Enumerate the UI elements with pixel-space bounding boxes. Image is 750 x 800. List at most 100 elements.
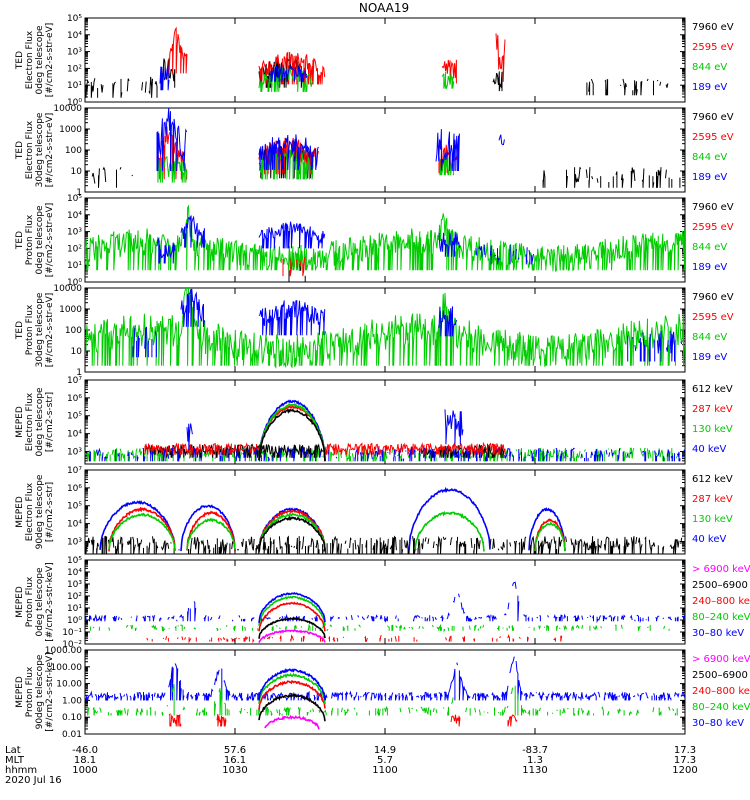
series-line-240-800-kev (507, 714, 518, 727)
x-tick-label-lat: 17.3 (674, 745, 696, 756)
x-tick-label-mlt: 16.1 (224, 755, 246, 766)
panel-3: 10⁰ 10¹ 10² 10³ 10⁴ 10⁵ TEDProton Flux0deg tel… (15, 194, 734, 288)
y-tick-label: 10.00 (56, 680, 82, 690)
series-group (85, 399, 685, 462)
y-axis-label-line: TED (15, 51, 25, 70)
series-line-189-ev (258, 134, 319, 170)
legend-entry: 189 eV (692, 82, 727, 93)
series-line-40-kev-dome5 (528, 506, 566, 552)
legend-entry: 30–80 keV (692, 628, 744, 639)
y-axis-label-line: Proton Flux (25, 304, 35, 355)
legend-entry: 30–80 keV (692, 718, 744, 729)
y-tick-label: 1 (76, 188, 82, 198)
legend-entry: 40 keV (692, 534, 726, 545)
x-tick-label-mlt: 1.3 (527, 755, 543, 766)
legend-entry: 2595 eV (692, 132, 734, 143)
x-tick-label-lat: 14.9 (374, 745, 396, 756)
y-tick-label: 100.00 (51, 663, 83, 673)
y-axis-label-line: Electron Flux (25, 482, 35, 541)
series-group (85, 656, 685, 730)
series-line-130-kev-dome5 (534, 521, 566, 552)
x-tick-label-mlt: 18.1 (74, 755, 96, 766)
series-line-189-ev (498, 134, 505, 146)
y-axis-label-line: 0deg telescope (35, 205, 45, 275)
series-line-130-kev-dome4 (414, 510, 485, 552)
series-line-130-kev-dome (258, 402, 326, 461)
legend-entry: 7960 eV (692, 22, 734, 33)
date-label: 2020 Jul 16 (5, 775, 62, 786)
series-line-844-ev (441, 71, 455, 89)
y-tick-label: 10¹ (67, 604, 82, 614)
legend-entry: 2595 eV (692, 42, 734, 53)
series-line-2595-ev (282, 257, 306, 277)
y-axis-label: MEPEDElectron Flux90deg telescope[#/cm2-… (15, 474, 55, 549)
legend-entry: 80–240 keV (692, 612, 750, 623)
x-tick-label-lat: -46.0 (72, 745, 98, 756)
series-group (92, 108, 682, 188)
x-tick-label-hhmm: 1000 (72, 765, 97, 776)
legend-entry: > 6900 keV (692, 654, 750, 665)
x-row-label-hhmm: hhmm (5, 765, 37, 776)
y-tick-label: 10⁷ (67, 466, 82, 476)
series-line-189-ev (132, 326, 157, 358)
panel-frame (84, 287, 686, 373)
y-tick-label: 10² (67, 64, 82, 74)
y-tick-label: 1000 (59, 305, 82, 315)
y-axis-label-line: [#/cm2-s-str] (45, 392, 55, 452)
y-tick-label: 10⁷ (67, 376, 82, 386)
series-line--6900-kev-dome (264, 714, 320, 730)
y-tick-label: 100 (65, 146, 82, 156)
series-line--6900-kev-dome (258, 629, 326, 644)
panel-5: 10³ 10⁴ 10⁵ 10⁶ 10⁷ MEPEDElectron Flux0deg te… (15, 376, 733, 465)
y-tick-label: 10¹ (67, 261, 82, 271)
y-axis-label-line: [#/cm2-s-str] (45, 482, 55, 542)
series-line-189-ev (159, 66, 170, 91)
series-group (85, 204, 685, 282)
y-tick-label: 10⁴ (67, 520, 82, 530)
y-axis-label-line: [#/cm2-s-str-eV] (45, 23, 55, 98)
y-tick-label: 10⁴ (67, 568, 82, 578)
series-line-844-ev (85, 204, 685, 272)
y-axis-label-line: MEPED (15, 586, 25, 618)
series-line-40-kev (89, 446, 685, 462)
y-axis-label-line: 30deg telescope (35, 292, 45, 367)
legend-entry: 130 keV (692, 424, 733, 435)
y-axis-label-line: 0deg telescope (35, 25, 45, 95)
chart-title: NOAA19 (359, 1, 409, 15)
y-tick-label: 10⁵ (67, 556, 82, 566)
series-line-287-kev (324, 441, 506, 455)
series-group (85, 486, 683, 554)
legend-entry: 2500–6900 (692, 580, 748, 591)
y-tick-label: 10⁰ (67, 278, 82, 288)
series-line-189-ev (156, 237, 176, 264)
y-axis-label-line: Electron Flux (25, 30, 35, 89)
y-axis-label-line: MEPED (15, 496, 25, 528)
legend-entry: 130 keV (692, 514, 733, 525)
y-axis-label-line: 0deg telescope (35, 387, 45, 457)
y-tick-label: 10³ (67, 447, 82, 457)
series-line-130-kev-dome3 (258, 512, 326, 551)
series-line-2595-ev (258, 51, 326, 85)
y-tick-label: 10⁴ (67, 211, 82, 221)
series-line-287-kev-dome1 (108, 506, 176, 552)
legend-entry: 189 eV (692, 352, 727, 363)
series-line-240-800-kev (216, 713, 227, 727)
series-line-40-kev (444, 409, 464, 445)
legend-entry: 844 eV (692, 332, 727, 343)
series-line-80-240-kev-dome (258, 672, 326, 705)
x-tick-label-hhmm: 1130 (522, 765, 547, 776)
y-axis-label: TEDProton Flux0deg telescope[#/cm2-s-str… (15, 203, 55, 278)
y-tick-label: 10⁻² (62, 640, 82, 650)
x-tick-label-mlt: 5.7 (377, 755, 393, 766)
y-tick-label: 10⁵ (67, 412, 82, 422)
series-line-130-kev-dome2 (186, 517, 236, 550)
legend-entry: 612 keV (692, 474, 733, 485)
series-line-189-ev (270, 64, 308, 82)
legend-entry: 2595 eV (692, 312, 734, 323)
y-axis-label-line: Electron Flux (25, 392, 35, 451)
y-tick-label: 10³ (67, 48, 82, 58)
series-line-240-800-kev (168, 713, 182, 727)
series-line-40-kev-dome (258, 399, 326, 462)
